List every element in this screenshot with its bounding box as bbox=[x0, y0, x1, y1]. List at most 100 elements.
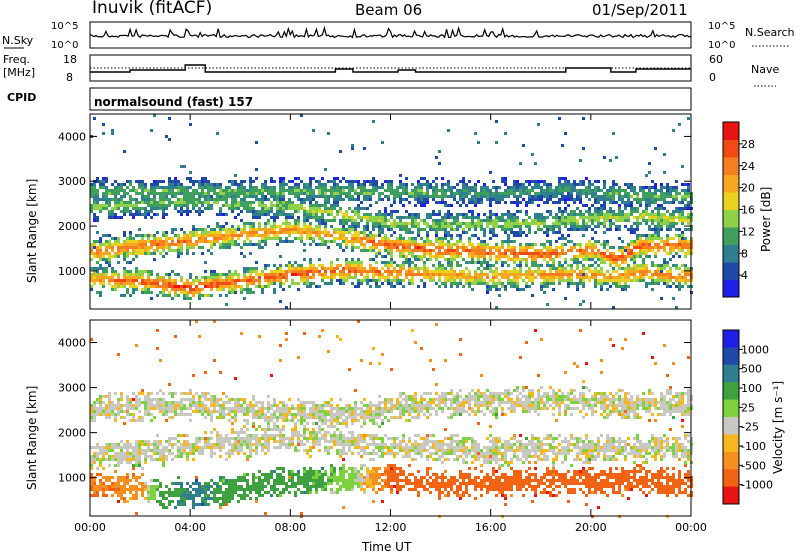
heatmap-cell bbox=[660, 273, 663, 276]
heatmap-cell bbox=[651, 213, 654, 216]
heatmap-cell bbox=[591, 246, 594, 249]
heatmap-cell bbox=[441, 177, 444, 180]
heatmap-cell bbox=[534, 222, 537, 225]
heatmap-cell bbox=[432, 279, 435, 282]
heatmap-cell bbox=[369, 279, 372, 282]
heatmap-cell bbox=[324, 186, 327, 189]
heatmap-cell bbox=[633, 261, 636, 264]
heatmap-cell bbox=[648, 255, 651, 258]
heatmap-cell bbox=[189, 171, 192, 174]
heatmap-cell bbox=[522, 231, 525, 234]
heatmap-cell bbox=[579, 303, 582, 306]
heatmap-cell bbox=[666, 222, 669, 225]
heatmap-cell bbox=[399, 279, 402, 282]
heatmap-cell bbox=[459, 204, 462, 207]
heatmap-cell bbox=[339, 231, 342, 234]
heatmap-cell bbox=[663, 240, 666, 243]
heatmap-cell bbox=[582, 252, 585, 255]
heatmap-cell bbox=[312, 267, 315, 270]
heatmap-cell bbox=[240, 210, 243, 213]
heatmap-cell bbox=[243, 225, 246, 228]
heatmap-cell bbox=[288, 228, 291, 231]
heatmap-cell bbox=[153, 497, 156, 500]
heatmap-cell bbox=[609, 258, 612, 261]
heatmap-cell bbox=[399, 183, 402, 186]
heatmap-cell bbox=[330, 213, 333, 216]
heatmap-cell bbox=[159, 252, 162, 255]
heatmap-cell bbox=[603, 225, 606, 228]
heatmap-cell bbox=[126, 201, 129, 204]
heatmap-cell bbox=[519, 222, 522, 225]
heatmap-cell bbox=[381, 237, 384, 240]
heatmap-cell bbox=[228, 291, 231, 294]
heatmap-cell bbox=[495, 285, 498, 288]
heatmap-cell bbox=[93, 246, 96, 249]
heatmap-cell bbox=[432, 180, 435, 183]
heatmap-cell bbox=[516, 198, 519, 201]
heatmap-cell bbox=[462, 228, 465, 231]
heatmap-cell bbox=[459, 276, 462, 279]
heatmap-cell bbox=[333, 204, 336, 207]
heatmap-cell bbox=[666, 219, 669, 222]
heatmap-cell bbox=[264, 264, 267, 267]
heatmap-cell bbox=[108, 398, 111, 401]
heatmap-cell bbox=[417, 231, 420, 234]
heatmap-cell bbox=[378, 216, 381, 219]
heatmap-cell bbox=[375, 273, 378, 276]
heatmap-cell bbox=[114, 279, 117, 282]
heatmap-cell bbox=[555, 189, 558, 192]
heatmap-cell bbox=[108, 446, 111, 449]
heatmap-cell bbox=[120, 210, 123, 213]
heatmap-cell bbox=[318, 273, 321, 276]
heatmap-cell bbox=[519, 195, 522, 198]
heatmap-cell bbox=[546, 252, 549, 255]
heatmap-cell bbox=[684, 216, 687, 219]
heatmap-cell bbox=[339, 189, 342, 192]
heatmap-cell bbox=[372, 258, 375, 261]
heatmap-cell bbox=[210, 294, 213, 297]
heatmap-cell bbox=[501, 252, 504, 255]
heatmap-cell bbox=[366, 282, 369, 285]
heatmap-cell bbox=[648, 195, 651, 198]
heatmap-cell bbox=[372, 270, 375, 273]
heatmap-cell bbox=[99, 183, 102, 186]
heatmap-cell bbox=[402, 279, 405, 282]
heatmap-cell bbox=[360, 282, 363, 285]
heatmap-cell bbox=[279, 282, 282, 285]
heatmap-cell bbox=[117, 276, 120, 279]
heatmap-cell bbox=[102, 494, 105, 497]
heatmap-cell bbox=[165, 237, 168, 240]
heatmap-cell bbox=[462, 258, 465, 261]
heatmap-cell bbox=[150, 488, 153, 491]
heatmap-cell bbox=[579, 192, 582, 195]
heatmap-cell bbox=[519, 228, 522, 231]
heatmap-cell bbox=[120, 392, 123, 395]
heatmap-cell bbox=[117, 455, 120, 458]
heatmap-cell bbox=[150, 449, 153, 452]
heatmap-cell bbox=[237, 225, 240, 228]
heatmap-cell bbox=[402, 186, 405, 189]
heatmap-cell bbox=[213, 285, 216, 288]
heatmap-cell bbox=[501, 270, 504, 273]
heatmap-cell bbox=[180, 198, 183, 201]
heatmap-cell bbox=[321, 231, 324, 234]
heatmap-cell bbox=[459, 192, 462, 195]
heatmap-cell bbox=[288, 264, 291, 267]
beam-label: Beam 06 bbox=[355, 1, 423, 19]
heatmap-cell bbox=[345, 213, 348, 216]
heatmap-cell bbox=[96, 401, 99, 404]
heatmap-cell bbox=[330, 225, 333, 228]
heatmap-cell bbox=[111, 443, 114, 446]
heatmap-cell bbox=[576, 213, 579, 216]
heatmap-cell bbox=[201, 195, 204, 198]
heatmap-cell bbox=[267, 228, 270, 231]
heatmap-cell bbox=[309, 231, 312, 234]
heatmap-cell bbox=[216, 237, 219, 240]
heatmap-cell bbox=[468, 261, 471, 264]
heatmap-cell bbox=[123, 252, 126, 255]
heatmap-cell bbox=[567, 189, 570, 192]
heatmap-cell bbox=[285, 306, 288, 309]
heatmap-cell bbox=[111, 198, 114, 201]
heatmap-cell bbox=[447, 273, 450, 276]
heatmap-cell bbox=[357, 258, 360, 261]
